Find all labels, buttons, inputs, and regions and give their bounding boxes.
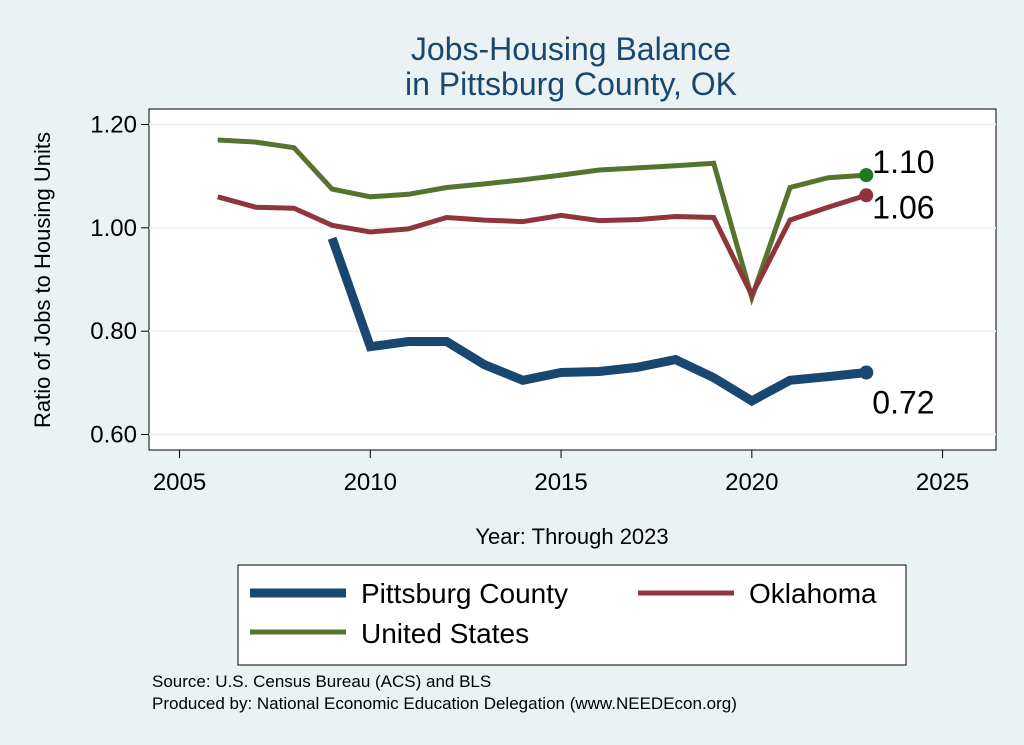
grid-lines <box>149 123 996 436</box>
chart-title-line-1: Jobs-Housing Balance <box>411 31 731 67</box>
y-tick-label-2: 1.00 <box>90 215 137 242</box>
end-marker-oklahoma <box>859 188 874 203</box>
y-axis-ticks: 0.60 0.80 1.00 1.20 <box>90 112 149 449</box>
legend-label-oklahoma: Oklahoma <box>749 578 877 609</box>
y-axis-label: Ratio of Jobs to Housing Units <box>30 132 55 428</box>
end-label-pittsburg-county: 0.72 <box>872 385 934 421</box>
x-tick-label-2015: 2015 <box>534 469 587 496</box>
chart-title-line-2: in Pittsburg County, OK <box>405 66 737 102</box>
x-tick-label-2005: 2005 <box>153 469 206 496</box>
end-label-oklahoma: 1.06 <box>872 189 934 225</box>
source-line-2: Produced by: National Economic Education… <box>152 694 737 713</box>
legend-box <box>237 564 907 666</box>
source-line-1: Source: U.S. Census Bureau (ACS) and BLS <box>152 672 491 691</box>
y-tick-label-0: 0.60 <box>90 422 137 449</box>
end-marker-pittsburg-county <box>859 365 874 380</box>
x-tick-label-2010: 2010 <box>344 469 397 496</box>
x-axis-ticks: 2005 2010 2015 2020 2025 <box>153 450 969 496</box>
legend-label-united-states: United States <box>361 618 529 649</box>
x-tick-label-2025: 2025 <box>916 469 969 496</box>
x-tick-label-2020: 2020 <box>725 469 778 496</box>
end-label-united-states: 1.10 <box>872 144 934 180</box>
series-end-points: 0.72 1.06 1.10 <box>859 144 935 421</box>
y-tick-label-3: 1.20 <box>90 112 137 139</box>
y-tick-label-1: 0.80 <box>90 318 137 345</box>
series-lines <box>217 137 868 407</box>
end-marker-united-states <box>859 168 874 183</box>
series-line-oklahoma <box>217 192 868 301</box>
series-line-pittsburg-county <box>327 236 867 407</box>
legend-label-pittsburg-county: Pittsburg County <box>361 578 568 609</box>
x-axis-label: Year: Through 2023 <box>475 524 668 549</box>
plot-area <box>148 108 997 451</box>
